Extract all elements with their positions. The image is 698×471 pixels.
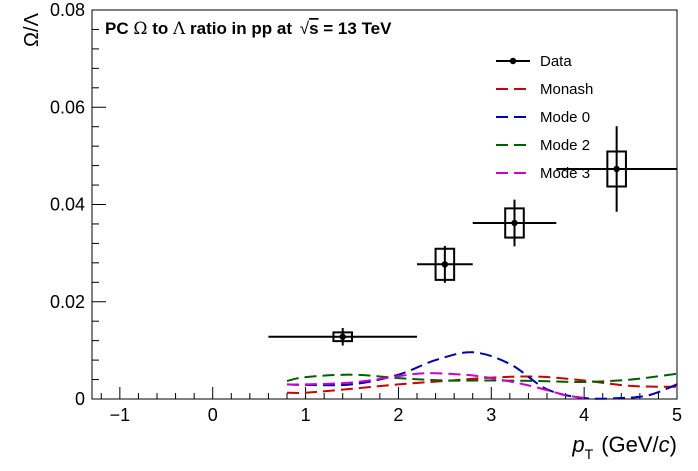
model-curves [286,351,678,400]
curve-mode-2 [286,372,678,384]
sys-error-box [504,207,525,239]
tick-labels: −1 0 1 2 3 4 5 0 0.02 0.04 0.06 0.08 [50,0,682,425]
curve-monash [286,375,678,394]
data-marker [511,219,518,227]
y-tick-label: 0.04 [50,195,85,215]
legend-marker-data-dot [509,57,517,65]
sys-error-box [434,247,456,281]
data-marker [441,261,449,268]
curve-mode-3 [286,372,585,399]
legend-label-data: Data [540,53,572,70]
data-point [417,245,473,283]
legend: Data Monash Mode 0 Mode 2 Mode 3 [496,53,593,182]
sys-error-box [606,150,627,188]
plot-frame [91,9,678,400]
x-tick-label: 2 [393,405,403,425]
sys-error-box [332,331,353,343]
x-tick-label: 0 [208,405,218,425]
data-marker [339,333,346,340]
data-marker [613,165,620,173]
data-point [268,328,417,346]
axis-ticks [92,9,678,400]
x-tick-label: 3 [486,405,496,425]
x-tick-label: 4 [579,405,589,425]
x-axis-title: pT (GeV/c) [571,432,677,462]
y-axis-title: Ω/Λ [21,12,43,47]
data-point [556,126,677,212]
y-tick-label: 0.08 [50,0,85,20]
legend-label-mode-2: Mode 2 [540,137,590,154]
legend-label-monash: Monash [540,81,593,98]
x-tick-label: 5 [672,405,682,425]
x-tick-label: 1 [301,405,311,425]
chart-title: PC Ω to Λ ratio in pp at √s = 13 TeV [105,19,392,39]
legend-label-mode-0: Mode 0 [540,109,590,126]
y-tick-label: 0.02 [50,292,85,312]
y-tick-label: 0 [75,389,85,409]
y-tick-label: 0.06 [50,97,85,117]
legend-label-mode-3: Mode 3 [540,165,590,182]
curve-mode-0 [286,351,678,400]
x-tick-label: −1 [110,405,131,425]
data-points [268,126,677,346]
data-point [472,199,557,247]
